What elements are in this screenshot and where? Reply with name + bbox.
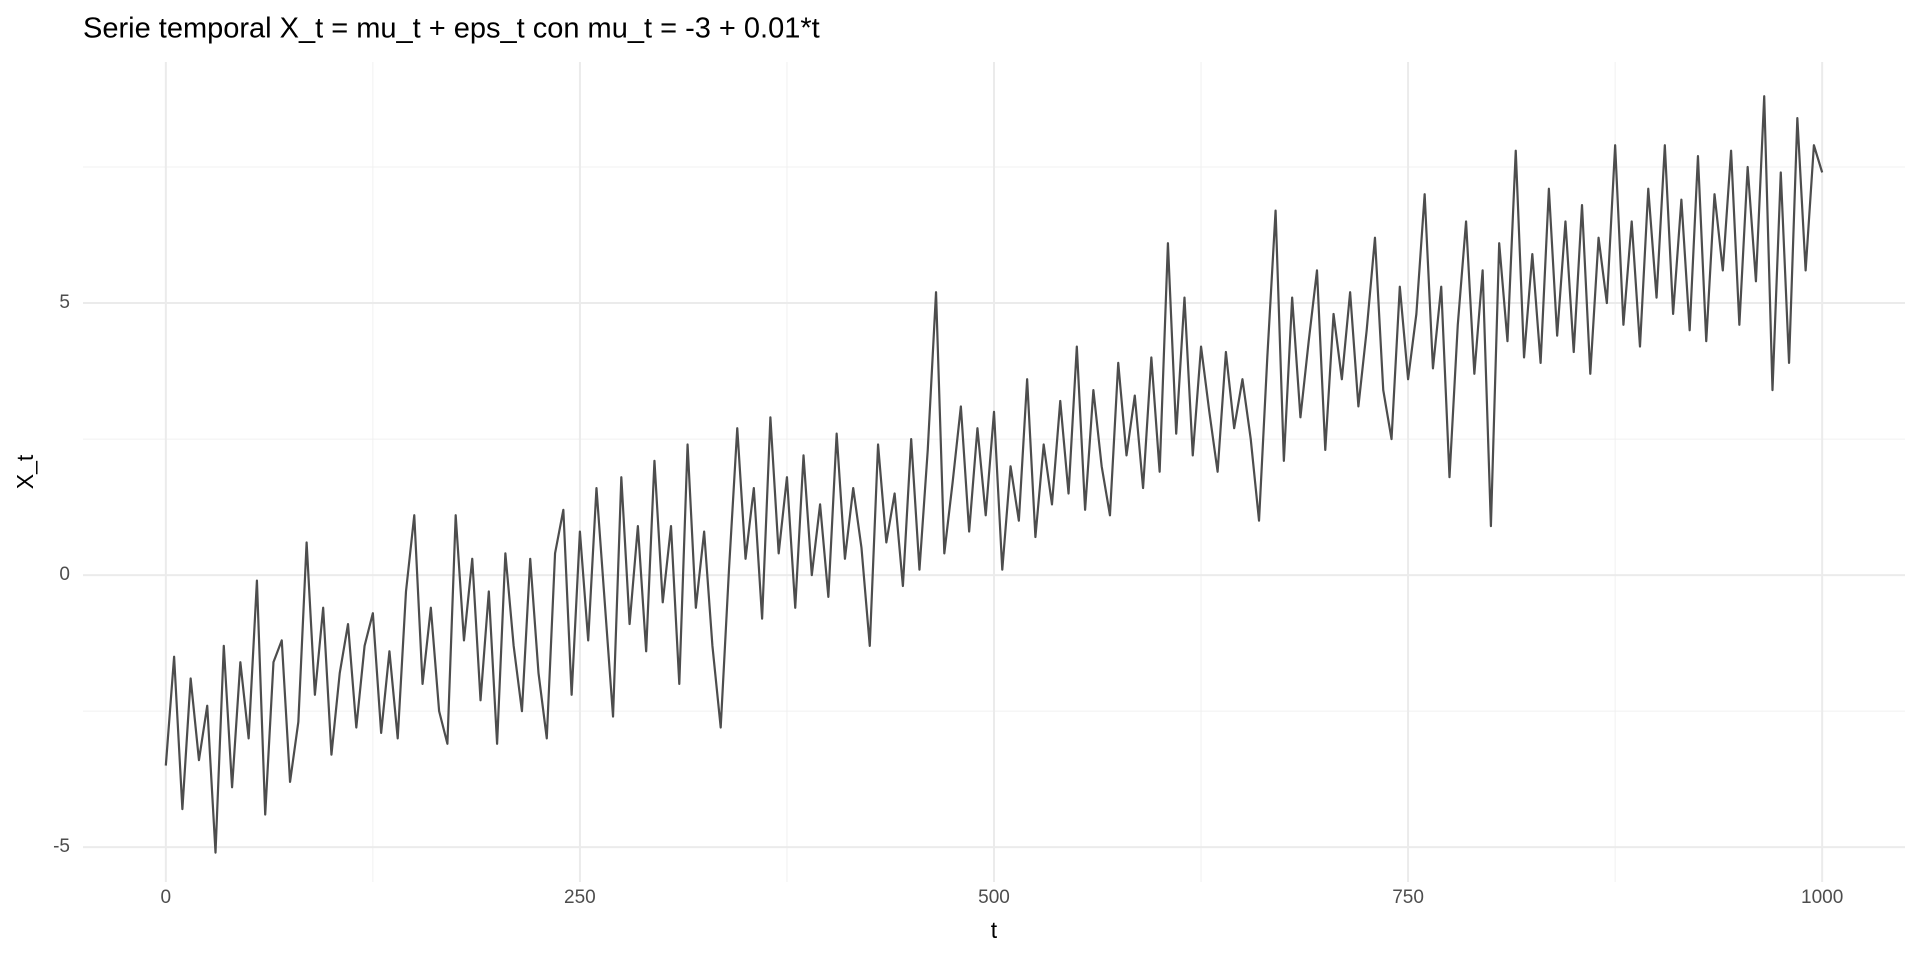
data-line bbox=[164, 95, 1824, 854]
y-tick-label: 0 bbox=[59, 564, 70, 585]
x-tick-label: 1000 bbox=[1801, 887, 1843, 908]
x-tick-label: 750 bbox=[1392, 887, 1424, 908]
y-tick-label: -5 bbox=[53, 836, 70, 857]
y-axis-title: X_t bbox=[12, 454, 38, 489]
x-tick-label: 250 bbox=[564, 887, 596, 908]
x-tick-label: 0 bbox=[161, 887, 172, 908]
chart-title: Serie temporal X_t = mu_t + eps_t con mu… bbox=[83, 13, 820, 45]
x-tick-label: 500 bbox=[978, 887, 1010, 908]
x-axis-title: t bbox=[991, 917, 998, 943]
y-tick-label: 5 bbox=[59, 292, 70, 313]
